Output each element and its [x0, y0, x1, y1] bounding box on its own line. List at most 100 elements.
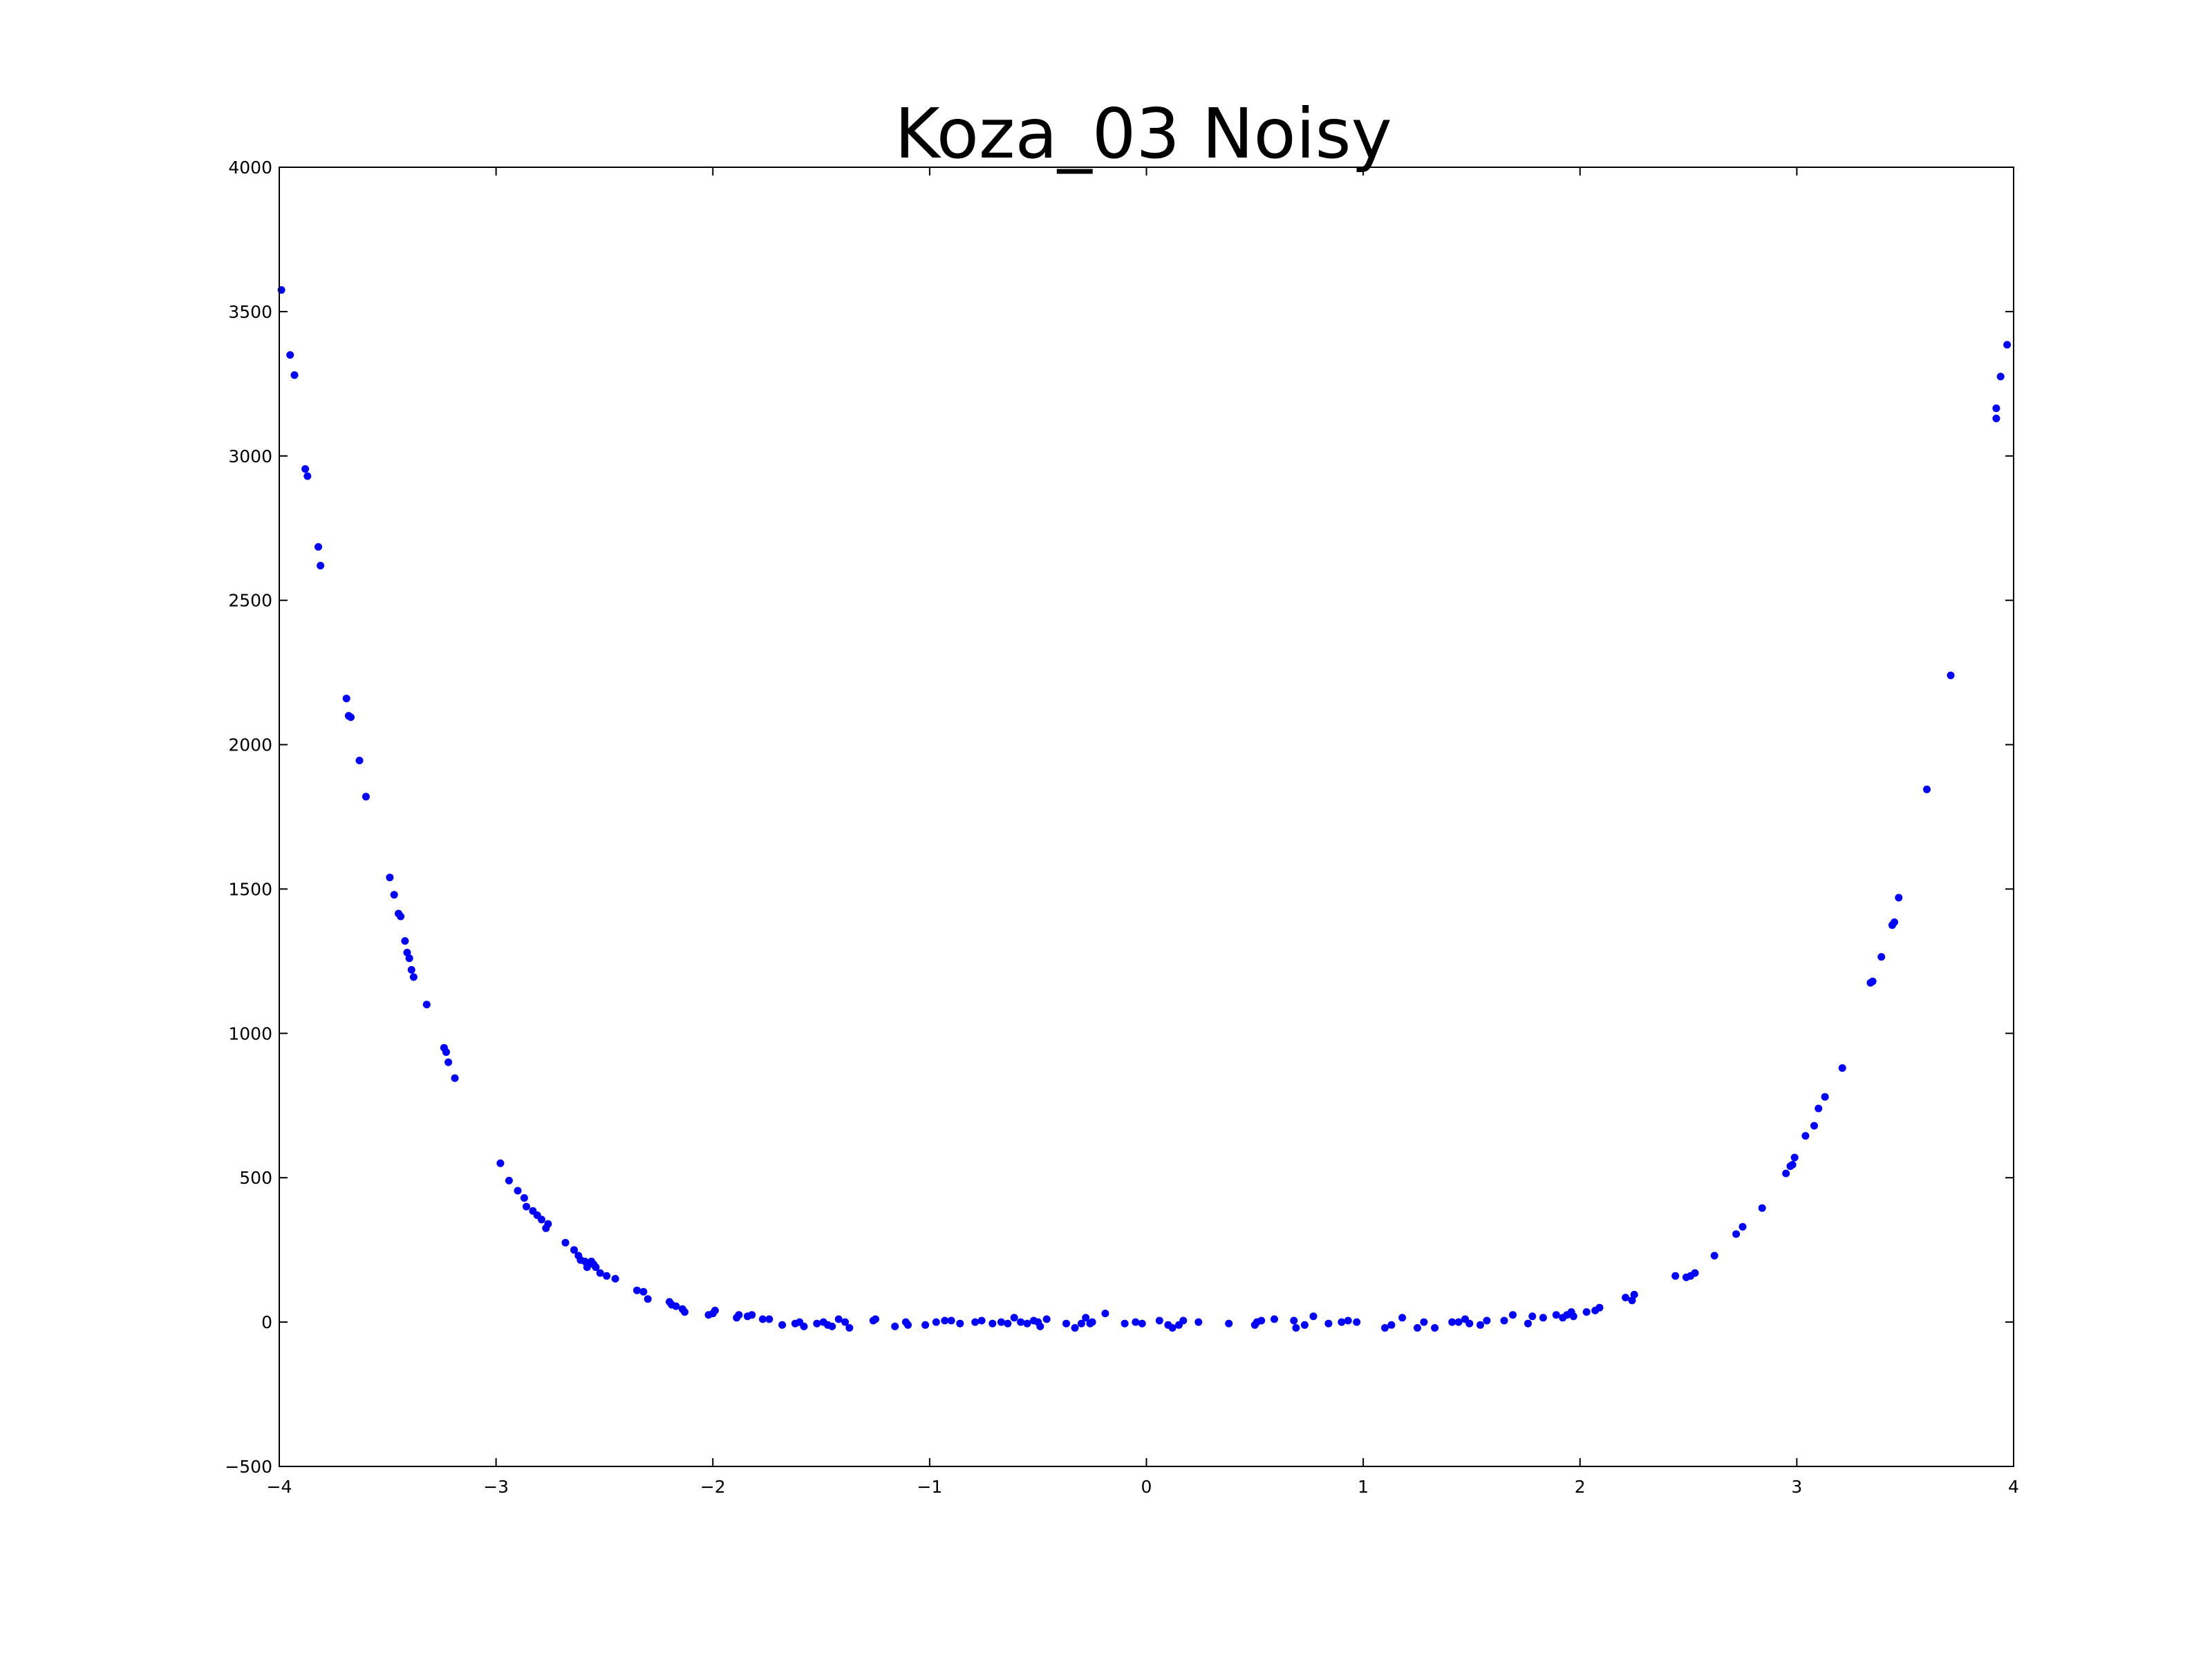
- data-point: [758, 1315, 767, 1323]
- data-point: [2003, 341, 2012, 349]
- data-point: [1271, 1315, 1278, 1323]
- data-point: [407, 965, 415, 974]
- data-point: [644, 1295, 652, 1303]
- data-point: [956, 1319, 964, 1328]
- x-tick-label: −4: [267, 1477, 292, 1497]
- data-point: [1004, 1319, 1012, 1328]
- y-tick-label: 4000: [228, 158, 272, 178]
- data-point: [1758, 1204, 1766, 1212]
- y-tick-label: 1000: [228, 1023, 272, 1044]
- data-point: [1071, 1324, 1079, 1332]
- data-point: [735, 1311, 743, 1319]
- data-point: [1630, 1290, 1638, 1299]
- x-tick-label: 0: [1141, 1477, 1152, 1497]
- data-point: [303, 472, 312, 480]
- data-point: [342, 695, 350, 703]
- x-tick-label: −3: [483, 1477, 509, 1497]
- data-point: [872, 1315, 879, 1323]
- data-point: [1810, 1122, 1818, 1130]
- data-point: [639, 1287, 648, 1296]
- data-point: [1121, 1319, 1129, 1328]
- data-point: [422, 1001, 431, 1009]
- data-point: [1414, 1324, 1421, 1332]
- data-point: [1524, 1319, 1532, 1328]
- data-point: [581, 1257, 589, 1265]
- data-point: [1023, 1319, 1031, 1328]
- data-point: [523, 1202, 530, 1211]
- data-point: [1923, 785, 1931, 793]
- data-point: [1895, 894, 1903, 902]
- data-point: [681, 1308, 688, 1316]
- data-point: [1179, 1316, 1188, 1325]
- data-point: [409, 973, 418, 981]
- data-point: [1528, 1312, 1537, 1321]
- data-point: [977, 1316, 986, 1325]
- data-point: [1398, 1314, 1407, 1322]
- x-tick-label: 4: [2008, 1477, 2019, 1497]
- data-point: [813, 1319, 821, 1328]
- data-point: [401, 937, 409, 945]
- data-point: [748, 1311, 756, 1319]
- data-point: [1788, 1160, 1797, 1169]
- x-tick-label: 3: [1791, 1477, 1802, 1497]
- data-point: [988, 1319, 997, 1328]
- data-point: [1381, 1324, 1389, 1332]
- data-point: [1454, 1318, 1463, 1326]
- data-point: [386, 874, 394, 882]
- data-point: [1257, 1316, 1266, 1325]
- data-point: [1062, 1319, 1070, 1328]
- y-tick-label: −500: [225, 1457, 272, 1477]
- data-point: [442, 1048, 450, 1056]
- data-point: [561, 1238, 570, 1247]
- data-point: [1738, 1222, 1747, 1231]
- data-point: [362, 793, 370, 801]
- data-point: [1628, 1296, 1636, 1305]
- data-point: [1622, 1294, 1630, 1302]
- data-point: [1010, 1314, 1018, 1322]
- data-point: [1996, 372, 2005, 381]
- plot-area: −4 −3 −2 −1 0 1 2 3 4 −500 0 500 1000 1500 2000 2500 300…: [225, 158, 2019, 1497]
- data-point: [496, 1159, 505, 1167]
- data-point: [1732, 1230, 1741, 1238]
- data-point: [1801, 1132, 1810, 1140]
- data-point: [520, 1194, 528, 1202]
- data-point: [1324, 1319, 1333, 1328]
- data-point: [1082, 1314, 1090, 1322]
- y-tick-label: 0: [261, 1312, 272, 1332]
- data-point: [1790, 1153, 1799, 1162]
- data-point: [904, 1321, 912, 1329]
- data-point: [397, 912, 405, 920]
- data-point: [1300, 1321, 1309, 1329]
- data-point: [315, 542, 322, 551]
- data-point: [1891, 918, 1898, 926]
- data-point: [592, 1263, 600, 1272]
- data-point: [891, 1322, 899, 1330]
- data-point: [1539, 1314, 1547, 1322]
- data-point: [845, 1324, 854, 1332]
- data-point: [1821, 1093, 1829, 1101]
- y-tick-label: 3000: [228, 446, 272, 466]
- data-point: [1194, 1318, 1203, 1326]
- data-point: [1992, 404, 2000, 413]
- data-point: [1569, 1312, 1577, 1321]
- data-point: [1582, 1308, 1591, 1316]
- data-point: [290, 371, 299, 379]
- data-point: [1168, 1324, 1177, 1332]
- data-point: [672, 1302, 680, 1310]
- y-tick-label: 2500: [228, 591, 272, 611]
- data-point: [1353, 1318, 1361, 1326]
- data-point: [828, 1322, 836, 1330]
- data-point: [1077, 1319, 1085, 1328]
- data-point: [1992, 415, 2000, 422]
- data-point: [1155, 1316, 1163, 1325]
- data-point: [1483, 1316, 1491, 1325]
- data-point: [765, 1315, 774, 1323]
- data-point: [444, 1058, 453, 1066]
- data-point: [1465, 1319, 1474, 1328]
- data-point: [971, 1318, 980, 1326]
- data-point: [1017, 1318, 1025, 1326]
- data-point: [570, 1246, 578, 1254]
- y-tick-label: 2000: [228, 735, 272, 755]
